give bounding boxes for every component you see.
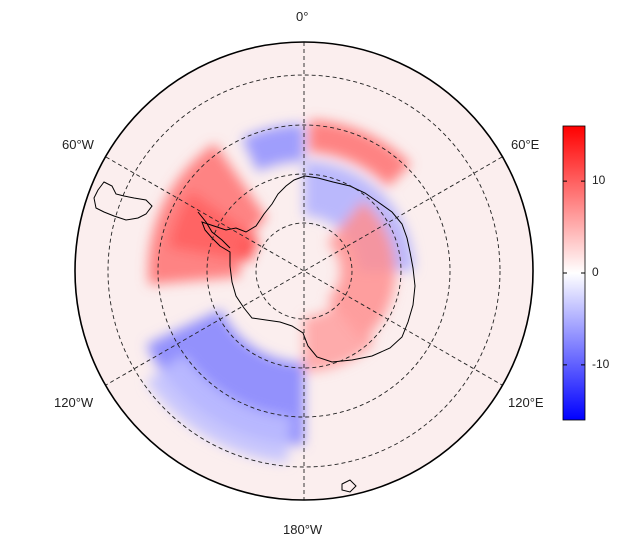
new-zealand-coastline [341,479,357,493]
latitude-circle [206,173,402,369]
longitude-label-60e: 60°E [511,137,540,152]
meridian-line [105,156,503,386]
anomaly-region [242,124,304,172]
latitude-circle [157,124,451,418]
map-boundary [74,41,534,501]
anomaly-region [146,355,292,463]
colorbar-ticks [563,180,585,366]
colorbar-tick-label: 0 [592,265,599,279]
latitude-circle [107,74,501,468]
longitude-label-0: 0° [296,9,309,24]
meridian-line [105,156,503,386]
longitude-label-180w: 180°W [283,522,323,537]
antarctic-peninsula-coastline [197,211,231,249]
anomaly-region [308,120,411,187]
colorbar-tick-label: 10 [592,173,606,188]
antarctica-coastline [201,175,416,363]
anomaly-region [148,143,268,285]
coastlines [93,175,416,493]
longitude-label-60w: 60°W [62,137,94,152]
anomaly-region [304,303,376,372]
colorbar-tick-label: -10 [592,356,610,371]
longitude-label-120e: 120°E [508,395,544,410]
graticule [105,42,503,500]
anomaly-region [327,200,396,342]
south-america-coastline [93,181,153,221]
longitude-label-120w: 120°W [54,395,94,410]
latitude-circle [255,222,353,320]
